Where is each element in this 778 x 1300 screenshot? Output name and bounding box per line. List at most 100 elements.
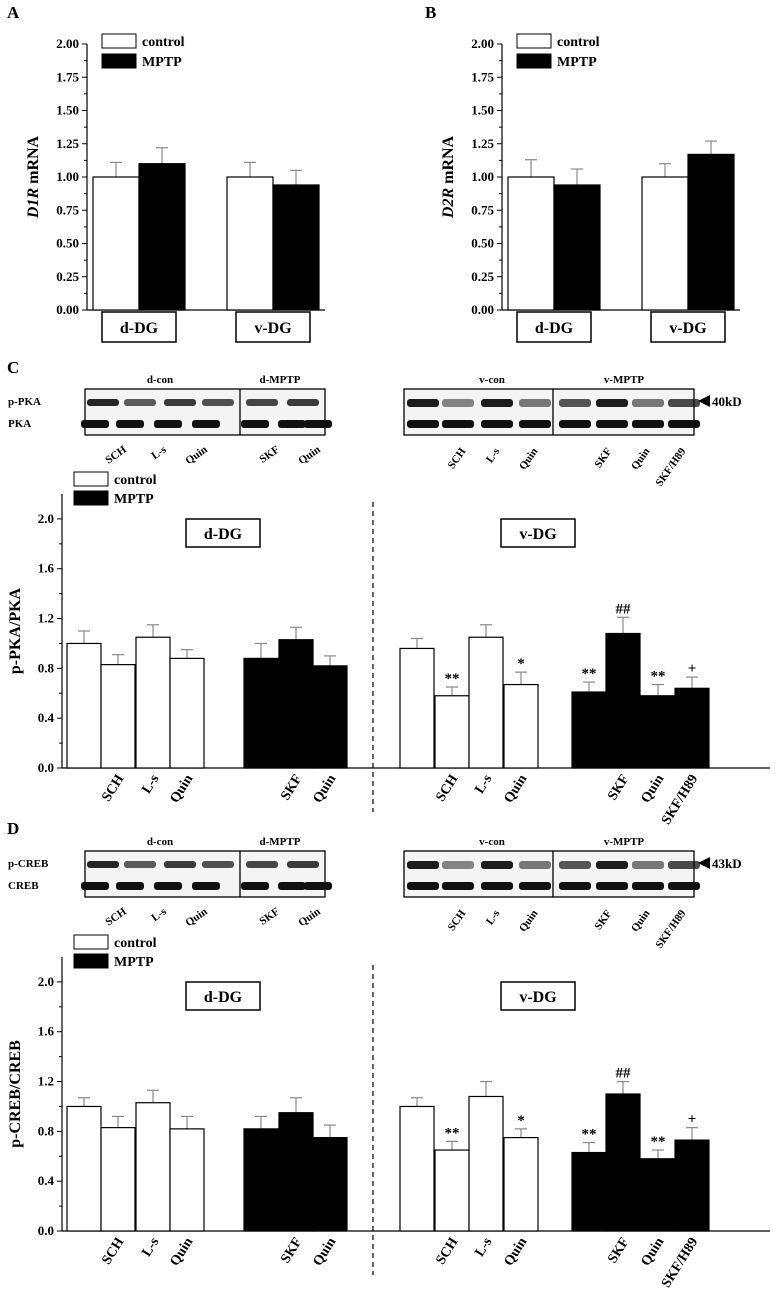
region-label: v-DG [519,526,557,543]
blot-band [407,420,439,428]
y-tick-label: 1.25 [471,136,494,151]
bar [66,642,102,769]
blot-left-frame [84,388,326,436]
blot-band [632,882,664,890]
blot-lane-label: SKF [592,446,614,471]
blot-row-label: CREB [8,880,39,892]
region-label: d-DG [204,526,243,543]
blot-band [241,420,269,428]
category-label: L-s [472,1235,495,1260]
significance-marker: + [688,1112,697,1128]
blot-band [519,399,551,407]
blot-band [192,420,220,428]
region-label-box [500,981,576,1011]
bar [399,1105,435,1232]
blot-band [559,399,591,407]
blot-band [246,399,278,406]
blot-band [407,399,439,407]
category-label: Quin [639,772,668,806]
blot-band [596,399,628,407]
bar [674,1139,710,1232]
blot-band [278,882,306,890]
y-tick-label: 0.25 [471,269,494,284]
category-label: SCH [433,1235,461,1267]
blot-lane-label: SKF [592,908,614,933]
legend-label-control: control [114,473,157,488]
blot-band [442,399,474,407]
y-tick-label: 2.0 [38,974,54,989]
chart-b-d2r-mrna: 0.00 0.25 0.50 0.75 1.00 1.25 1.50 1.75 2.00 D2R … [440,33,740,343]
bar [571,691,607,769]
y-axis-label: D1R mRNA [25,135,42,219]
blot-band [481,399,513,407]
blot-lane-label: Quin [517,446,541,472]
category-label: L-s [472,772,495,797]
bar [312,1136,348,1232]
blot-band [164,861,196,868]
blot-band [442,882,474,890]
panel-letter-c: C [7,358,19,377]
legend-swatch-mptp [101,53,137,69]
significance-marker: ** [445,1125,460,1141]
bar [100,1127,136,1232]
blot-row-label: p-PKA [8,396,41,408]
bar [278,639,314,769]
blot-band [154,882,182,890]
legend-swatch-mptp [516,53,552,69]
significance-marker: ## [616,601,632,617]
bar [226,176,274,311]
y-tick-label: 1.75 [471,69,494,84]
blot-band [481,861,513,869]
blot-band [632,861,664,869]
blot-band [164,399,196,406]
region-label: v-DG [519,989,557,1006]
blot-group-label: v-con [479,374,505,386]
bar [640,695,676,769]
category-label: L-s [139,772,162,797]
western-blot-c: d-con d-MPTP v-con v-MPTP p-PKA PKA SCH L-s Quin… [8,374,742,489]
significance-marker: ** [582,666,597,682]
region-label-box [185,518,261,548]
blot-lane-label: SKF [257,905,282,927]
y-tick-label: 0.4 [38,1173,55,1188]
category-label: Quin [168,1235,197,1269]
y-axis-label: p-CREB/CREB [7,1040,24,1148]
blot-band [202,399,234,406]
blot-right-frame [403,388,695,436]
molecular-weight-marker: 43kD [712,856,742,871]
legend-swatch-control [73,471,109,487]
bar [399,647,435,769]
panel-letter-b: B [425,3,436,22]
y-tick-label: 1.00 [471,169,494,184]
blot-lane-label: L-s [149,905,169,924]
bar [674,687,710,769]
legend-label-mptp: MPTP [114,955,154,970]
legend-label-control: control [142,35,185,50]
bar [605,1093,641,1232]
y-axis-label-unit: mRNA [440,135,457,187]
blot-band [192,882,220,890]
group-label: d-DG [120,320,159,337]
blot-lane-label: Quin [517,908,541,934]
blot-band [519,420,551,428]
blot-band [154,420,182,428]
blot-band [481,420,513,428]
group-label-box [650,311,726,343]
blot-band [116,882,144,890]
y-tick-label: 2.00 [56,36,79,51]
blot-band [668,882,700,890]
category-label: Quin [502,772,531,806]
bar [243,1128,279,1232]
bar [507,176,555,311]
y-tick-label: 0.0 [38,1223,54,1238]
bar [605,632,641,769]
blot-lane-label: SKF [257,443,282,465]
bar [468,636,504,769]
legend-label-mptp: MPTP [142,55,182,70]
group-label: v-DG [254,320,292,337]
panel-letter-d: D [7,819,19,838]
blot-lane-label: Quin [296,444,322,468]
blot-band [287,861,319,868]
blot-right-frame [403,850,695,898]
